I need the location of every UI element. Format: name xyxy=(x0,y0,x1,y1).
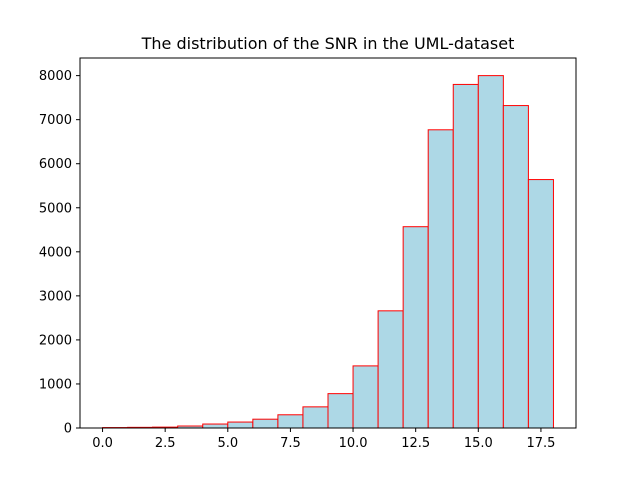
y-tick-label-7: 7000 xyxy=(39,113,72,128)
histogram-bar-5 xyxy=(227,421,254,429)
x-tick-label-1: 2.5 xyxy=(155,436,176,451)
histogram-bar-8 xyxy=(302,406,329,429)
plot-frame xyxy=(79,57,577,429)
y-tick-label-5: 5000 xyxy=(39,201,72,216)
x-tick-label-3: 7.5 xyxy=(280,436,301,451)
x-tick-label-0: 0.0 xyxy=(92,436,113,451)
y-tick-label-1: 1000 xyxy=(39,377,72,392)
x-tick-label-6: 15.0 xyxy=(464,436,493,451)
histogram-bar-17 xyxy=(527,179,554,429)
y-tick-label-6: 6000 xyxy=(39,157,72,172)
bars-group xyxy=(102,75,554,429)
histogram-bar-14 xyxy=(452,83,479,429)
y-tick-label-3: 3000 xyxy=(39,289,72,304)
histogram-bar-4 xyxy=(202,423,229,429)
x-axis: 0.0 2.5 5.0 7.5 10.0 12.5 15.0 17.5 xyxy=(92,428,555,451)
histogram-bar-7 xyxy=(277,414,304,429)
histogram-bar-15 xyxy=(477,75,504,429)
chart-title: The distribution of the SNR in the UML-d… xyxy=(141,34,515,53)
x-tick-label-7: 17.5 xyxy=(526,436,555,451)
y-axis: 0 1000 2000 3000 4000 5000 6000 7000 8000 xyxy=(39,69,80,437)
histogram-bar-11 xyxy=(377,310,404,429)
y-tick-label-8: 8000 xyxy=(39,69,72,84)
histogram-bar-12 xyxy=(402,226,429,429)
y-tick-label-4: 4000 xyxy=(39,245,72,260)
histogram-bar-6 xyxy=(252,418,279,429)
histogram-bar-10 xyxy=(352,365,379,429)
histogram-bar-13 xyxy=(427,129,454,429)
y-tick-label-0: 0 xyxy=(64,422,72,437)
x-tick-label-4: 10.0 xyxy=(339,436,368,451)
x-tick-label-2: 5.0 xyxy=(217,436,238,451)
x-tick-label-5: 12.5 xyxy=(401,436,430,451)
y-tick-label-2: 2000 xyxy=(39,333,72,348)
histogram-bar-9 xyxy=(327,393,354,429)
histogram-bar-16 xyxy=(502,105,529,429)
